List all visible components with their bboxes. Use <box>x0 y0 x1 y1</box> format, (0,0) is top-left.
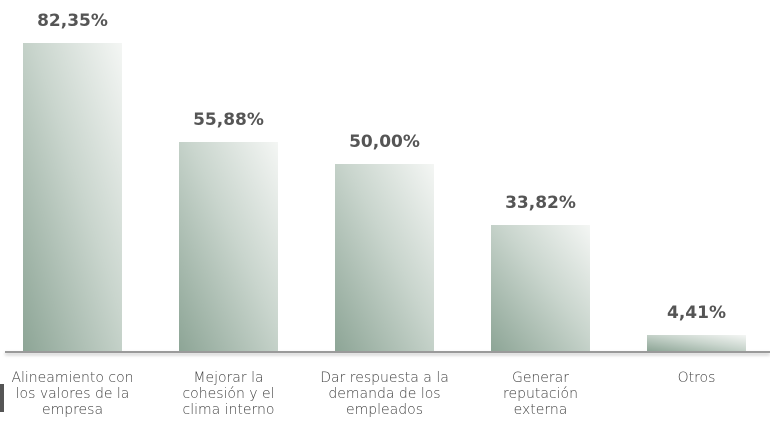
x-tick-label: Mejorar la cohesión y el clima interno <box>182 370 275 418</box>
value-label: 82,35% <box>37 11 108 31</box>
baseline <box>5 351 770 353</box>
value-label: 50,00% <box>349 131 420 152</box>
x-tick-label: Dar respuesta a la demanda de los emplea… <box>320 370 449 418</box>
x-tick-label: Generar reputación externa <box>503 370 578 418</box>
bar <box>491 224 590 351</box>
value-label: 4,41% <box>667 302 726 323</box>
value-label: 33,82% <box>505 192 576 213</box>
bar <box>23 43 122 351</box>
edge-decoration <box>0 384 4 412</box>
bar <box>647 334 746 351</box>
bar <box>179 142 278 351</box>
x-tick-label: Otros <box>677 370 716 386</box>
value-label: 55,88% <box>193 110 264 130</box>
x-tick-label: Alineamiento con los valores de la empre… <box>11 370 134 418</box>
bar <box>335 163 434 351</box>
